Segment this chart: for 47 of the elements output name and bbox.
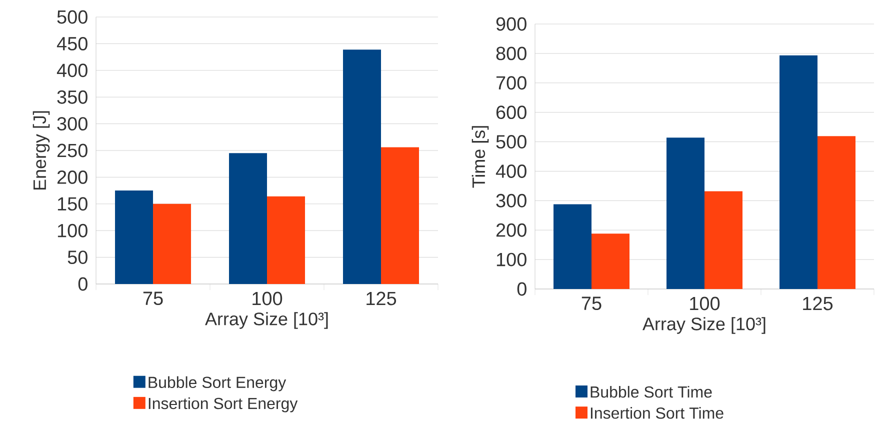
y-tick-label: 0 [78,277,88,291]
x-tick-label: 75 [582,296,602,310]
y-tick-label: 200 [57,170,88,184]
legend-label: Insertion Sort Time [590,407,724,419]
y-tick-label: 400 [56,64,88,78]
bar [115,190,154,284]
x-tick-label: 100 [252,292,282,306]
y-tick-label: 800 [496,46,526,60]
x-tick-label: 125 [366,292,396,306]
x-axis-title: Array Size [10³] [205,312,328,329]
bar [229,153,268,284]
bar [817,136,856,289]
y-tick-label: 600 [496,106,526,120]
x-tick-label: 125 [803,296,833,310]
y-tick-label: 400 [496,164,526,178]
y-tick-label: 500 [57,10,88,24]
y-axis-title: Energy [J] [32,111,50,190]
y-tick-label: 200 [496,223,526,237]
y-tick-label: 900 [496,17,526,31]
legend-label: Bubble Sort Time [590,386,712,398]
y-tick-label: 700 [496,76,526,90]
x-axis-title: Array Size [10³] [642,317,766,334]
bar [381,147,419,284]
bar [779,55,818,289]
bar [554,204,592,289]
y-tick-label: 350 [57,90,88,104]
bar [666,138,704,289]
x-tick-label: 75 [143,292,163,306]
bar [704,191,742,289]
y-tick-label: 500 [496,135,526,149]
x-tick-label: 100 [690,296,720,310]
bar [343,50,381,284]
y-tick-label: 150 [58,197,88,211]
y-tick-label: 100 [58,224,88,238]
y-tick-label: 100 [496,252,526,266]
y-axis-title: Time [s] [472,126,489,188]
legend-label: Bubble Sort Energy [148,376,286,392]
bar [267,196,306,284]
bar [592,234,630,289]
y-tick-label: 450 [56,36,88,50]
y-tick-label: 250 [57,144,88,158]
legend-label: Insertion Sort Energy [148,397,298,412]
y-tick-label: 0 [517,282,526,296]
bar [153,204,192,284]
y-tick-label: 300 [496,194,526,208]
y-tick-label: 300 [57,117,88,131]
y-tick-label: 50 [68,250,88,264]
